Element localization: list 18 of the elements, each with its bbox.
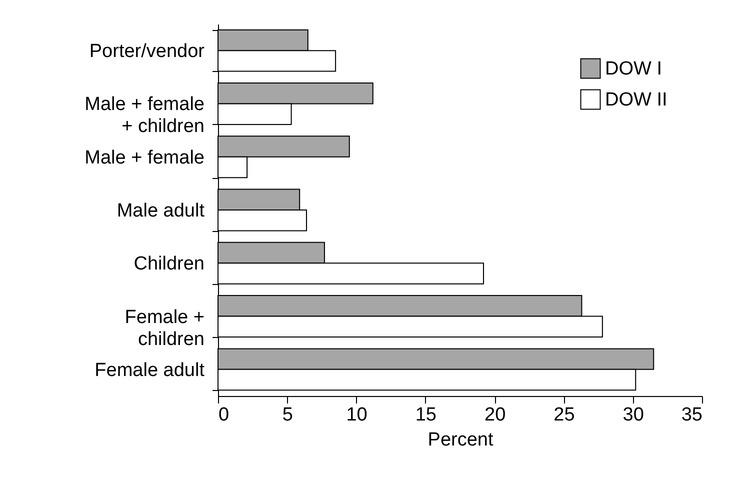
x-tick-label: 25 (554, 404, 575, 426)
x-tick-label: 5 (282, 404, 293, 426)
y-tick-label: Male + female (84, 147, 204, 168)
x-tick-label: 20 (484, 404, 506, 426)
y-tick-label: Children (134, 254, 204, 275)
y-tick-label: Male + female + children (84, 94, 204, 138)
x-axis-title: Percent (428, 430, 494, 450)
x-tick-label: 30 (622, 404, 644, 426)
x-tick-label: 35 (681, 404, 702, 426)
y-tick-label: Female + children (124, 306, 204, 350)
legend-label: DOW I (605, 58, 662, 80)
x-tick-label: 0 (218, 404, 230, 426)
y-tick-label: Porter/vendor (89, 41, 206, 62)
x-tick-label: 15 (415, 404, 436, 426)
x-tick-label: 10 (346, 404, 368, 426)
y-tick-label: Female adult (94, 360, 206, 381)
y-tick-label: Male adult (116, 200, 206, 222)
legend-label: DOW II (605, 90, 668, 110)
